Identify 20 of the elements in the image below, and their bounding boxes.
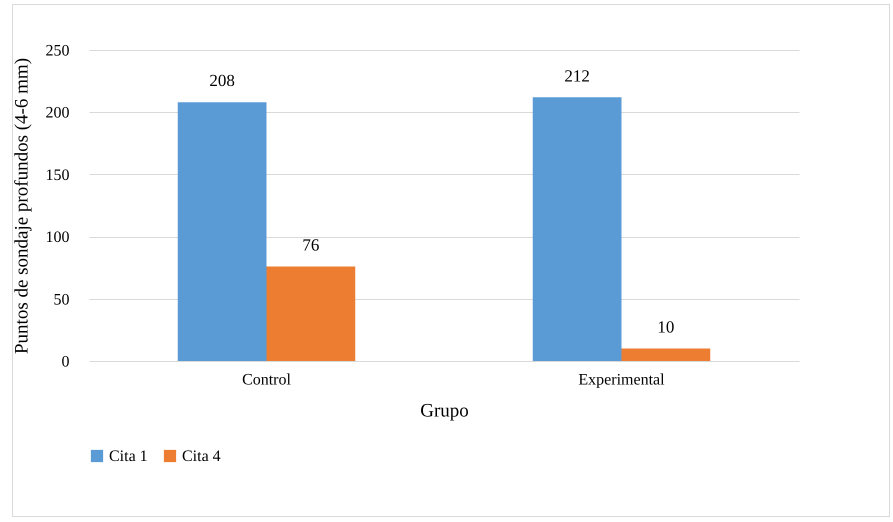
y-tick-label: 250 xyxy=(46,42,70,60)
x-axis-title: Grupo xyxy=(420,400,469,422)
data-label: 76 xyxy=(302,235,320,254)
y-tick-label: 100 xyxy=(46,229,70,246)
bar xyxy=(622,348,710,361)
legend-label: Cita 4 xyxy=(182,448,221,465)
y-tick-label: 50 xyxy=(54,291,70,308)
y-tick-label: 150 xyxy=(46,166,70,184)
bar xyxy=(178,102,266,361)
y-axis-title: Puntos de sondaje profundos (4-6 mm) xyxy=(12,58,32,354)
data-label: 208 xyxy=(209,71,235,90)
x-tick-label: Control xyxy=(242,372,292,388)
data-label: 10 xyxy=(657,318,674,337)
bar xyxy=(266,266,356,361)
data-label: 212 xyxy=(564,66,590,86)
y-tick-label: 0 xyxy=(62,354,70,370)
y-tick-label: 200 xyxy=(46,104,70,122)
legend-label: Cita 1 xyxy=(109,448,148,465)
x-tick-label: Experimental xyxy=(578,372,666,388)
bar xyxy=(532,97,622,361)
